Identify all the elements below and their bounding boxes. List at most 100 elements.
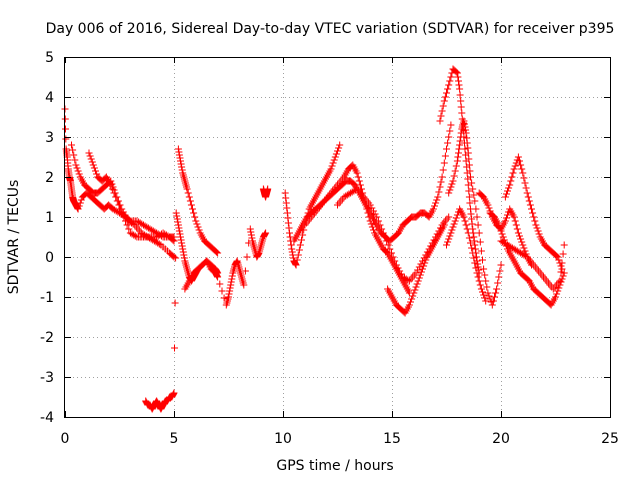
data-point	[282, 194, 290, 202]
data-point	[511, 162, 519, 170]
data-point	[466, 199, 474, 207]
data-point	[115, 201, 123, 209]
data-point	[431, 202, 438, 210]
data-point	[447, 73, 455, 81]
data-point	[534, 227, 542, 235]
data-point	[471, 259, 479, 267]
data-point	[457, 97, 465, 105]
data-point	[441, 152, 449, 160]
data-point	[454, 153, 462, 161]
data-point	[437, 178, 445, 186]
data-point	[73, 164, 81, 172]
data-point	[501, 193, 509, 201]
data-point	[449, 223, 457, 231]
data-point	[520, 244, 528, 252]
data-point	[452, 162, 460, 170]
x-tick-label: 25	[601, 431, 619, 447]
y-axis-label: SDTVAR / TECUs	[6, 180, 22, 295]
data-point	[460, 117, 468, 125]
data-point	[192, 217, 200, 225]
data-point	[462, 221, 470, 229]
data-point	[525, 197, 533, 205]
data-point	[72, 161, 80, 169]
x-tick-label: 15	[383, 431, 401, 447]
data-point	[172, 254, 180, 262]
data-point	[85, 149, 93, 157]
data-point	[213, 248, 220, 256]
data-point	[171, 344, 178, 352]
data-point	[329, 159, 337, 167]
data-point	[461, 217, 469, 225]
data-point	[495, 273, 503, 281]
data-point	[178, 239, 186, 247]
data-point	[218, 287, 226, 295]
data-point	[460, 213, 468, 221]
x-tick-label: 5	[170, 431, 179, 447]
data-point	[451, 167, 459, 175]
data-point	[468, 220, 476, 228]
data-point	[288, 245, 296, 253]
data-point	[556, 259, 564, 267]
data-point	[433, 196, 441, 204]
data-point	[170, 389, 178, 397]
data-point	[366, 201, 374, 209]
data-point	[294, 251, 302, 259]
data-point	[227, 278, 235, 286]
data-point	[396, 267, 404, 275]
y-tick-label: -3	[40, 370, 54, 386]
data-point	[330, 156, 338, 164]
data-point	[125, 225, 133, 233]
data-point	[467, 210, 475, 218]
data-point	[516, 157, 523, 165]
data-point	[415, 274, 423, 282]
x-tick-labels: 0 5 10 15 20 25	[61, 431, 619, 447]
data-point	[496, 224, 504, 232]
data-point	[465, 187, 473, 195]
data-point	[473, 269, 481, 277]
data-point	[364, 209, 372, 217]
data-point	[528, 205, 535, 213]
data-point	[264, 185, 272, 193]
data-point	[62, 135, 70, 143]
data-point	[449, 177, 457, 185]
data-point	[498, 230, 506, 238]
data-point	[485, 292, 493, 300]
data-point	[505, 184, 513, 192]
data-point	[523, 189, 531, 197]
data-point	[243, 253, 251, 261]
data-point	[365, 213, 373, 221]
data-point	[434, 193, 442, 201]
data-point	[555, 256, 563, 264]
data-point	[410, 289, 418, 297]
data-point	[443, 145, 450, 153]
x-tick-label: 0	[61, 431, 70, 447]
data-point	[522, 184, 530, 192]
data-point	[443, 241, 450, 249]
data-point	[368, 204, 376, 212]
data-point	[178, 163, 186, 171]
data-point	[501, 217, 509, 225]
data-point	[518, 165, 526, 173]
data-point	[356, 181, 364, 189]
data-point	[452, 68, 460, 76]
data-point	[366, 217, 374, 225]
data-point	[438, 107, 446, 115]
data-point	[467, 173, 474, 181]
data-point	[448, 226, 456, 234]
data-point	[529, 209, 537, 217]
data-point	[484, 289, 492, 297]
data-point	[296, 241, 304, 249]
data-point	[440, 221, 448, 229]
data-point	[481, 294, 489, 302]
data-point	[195, 226, 203, 234]
data-point	[554, 287, 562, 295]
data-point	[447, 121, 455, 129]
data-point	[531, 217, 539, 225]
data-point	[532, 221, 540, 229]
data-point	[514, 153, 522, 161]
data-point	[451, 217, 459, 225]
data-point	[488, 301, 496, 309]
data-point	[499, 233, 507, 241]
data-point	[353, 169, 361, 177]
data-point	[411, 286, 419, 294]
